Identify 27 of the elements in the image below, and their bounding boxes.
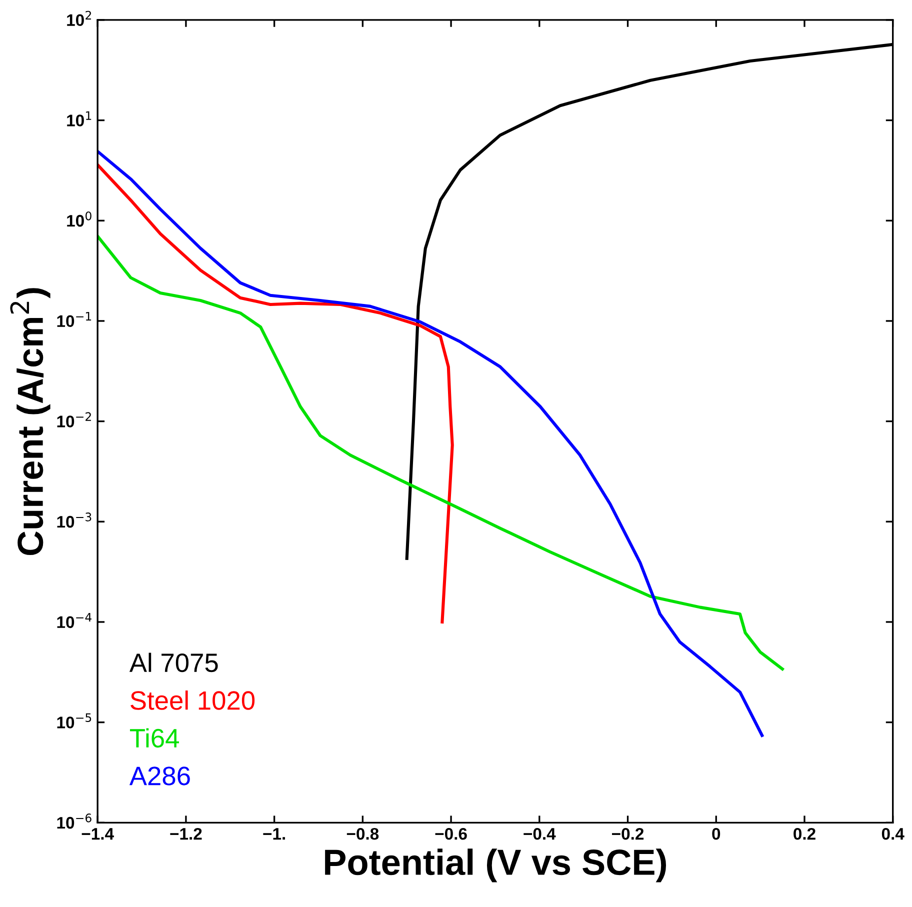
line-series	[98, 163, 454, 624]
y-tick-label: 10$^{−5}$	[57, 713, 92, 728]
y-tick-label: 10$^{−2}$	[57, 412, 91, 428]
x-tick-label: −1.	[263, 828, 285, 840]
x-tick-label: −0.8	[346, 828, 379, 840]
y-tick-label: 10$^{−3}$	[57, 512, 92, 528]
y-tick-label: 10$^{2}$	[67, 10, 92, 26]
x-axis-title: Potential (V vs SCE)	[325, 848, 666, 882]
y-tick-label: 10$^{1}$	[67, 111, 92, 126]
x-tick-label: −0.2	[612, 828, 644, 840]
y-tick-label: 10$^{−4}$	[57, 613, 92, 628]
y-axis-title: Current (A/cm$^{2}$)	[10, 288, 50, 556]
text: A286	[129, 766, 190, 786]
x-tick-label: 0	[712, 828, 720, 840]
x-tick-label: 0.2	[794, 828, 816, 840]
text: Al 7075	[129, 652, 218, 672]
x-tick-label: −0.4	[524, 828, 556, 840]
text: Steel 1020	[130, 690, 255, 710]
x-tick-label: −1.2	[170, 828, 202, 840]
y-tick-label: 10$^{0}$	[67, 212, 92, 227]
line-series	[98, 234, 784, 671]
x-tick-label: −1.4	[82, 828, 114, 840]
x-tick-label: 0.4	[882, 828, 904, 840]
y-tick-label: 10$^{−1}$	[57, 312, 92, 328]
y-tick-label: 10$^{−6}$	[57, 814, 92, 829]
x-tick-label: −0.6	[435, 828, 467, 840]
text: Ti64	[130, 728, 179, 748]
